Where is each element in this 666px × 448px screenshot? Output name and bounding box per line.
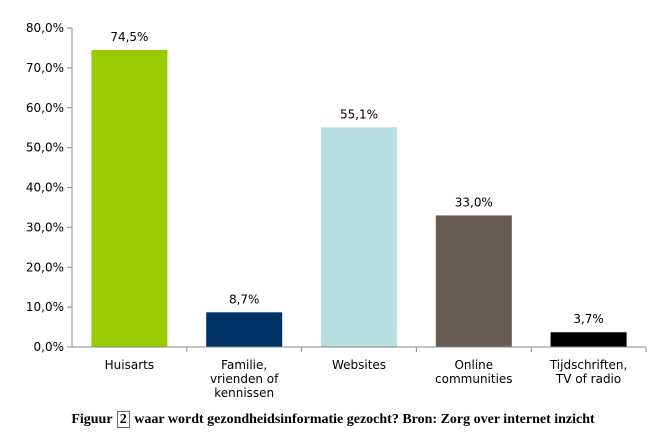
bar-value-label: 33,0%: [455, 195, 493, 209]
bar-value-label: 8,7%: [229, 292, 260, 306]
y-tick-label: 60,0%: [26, 101, 64, 115]
bar: [550, 332, 627, 347]
bar-value-label: 55,1%: [340, 107, 378, 121]
bar-value-label: 3,7%: [573, 312, 604, 326]
bar: [91, 49, 168, 348]
value-labels: 74,5% 8,7% 55,1% 33,0% 3,7%: [110, 30, 604, 326]
figure-caption: Figuur 2 waar wordt gezondheidsinformati…: [0, 411, 666, 428]
caption-prefix: Figuur: [71, 412, 113, 427]
y-tick-label: 70,0%: [26, 61, 64, 75]
x-category-label: Websites: [332, 358, 386, 372]
x-axis: Huisarts Familie, vrienden of kennissen Webs…: [72, 346, 647, 400]
bars: [91, 49, 627, 348]
x-category-label: Familie, vrienden of kennissen: [210, 358, 279, 400]
y-tick-label: 0,0%: [34, 340, 65, 354]
y-tick-label: 20,0%: [26, 260, 64, 274]
caption-text: waar wordt gezondheidsinformatie gezocht…: [134, 412, 595, 427]
x-category-label: Online communities: [435, 358, 513, 386]
y-tick-label: 50,0%: [26, 141, 64, 155]
bar: [435, 215, 512, 347]
y-tick-label: 80,0%: [26, 21, 64, 35]
bar-value-label: 74,5%: [110, 30, 148, 44]
y-tick-label: 10,0%: [26, 300, 64, 314]
caption-figure-number: 2: [116, 411, 130, 428]
y-tick-label: 40,0%: [26, 181, 64, 195]
bar: [321, 127, 397, 347]
bar: [206, 312, 283, 347]
y-tick-label: 30,0%: [26, 220, 64, 234]
x-category-label: Tijdschriften, TV of radio: [549, 358, 628, 386]
bar-chart: 0,0% 10,0% 20,0% 30,0% 40,0% 50,0% 60,0% 70,0% 8…: [26, 21, 647, 400]
y-axis: 0,0% 10,0% 20,0% 30,0% 40,0% 50,0% 60,0% 70,0% 8…: [26, 21, 73, 354]
x-category-label: Huisarts: [105, 358, 154, 372]
